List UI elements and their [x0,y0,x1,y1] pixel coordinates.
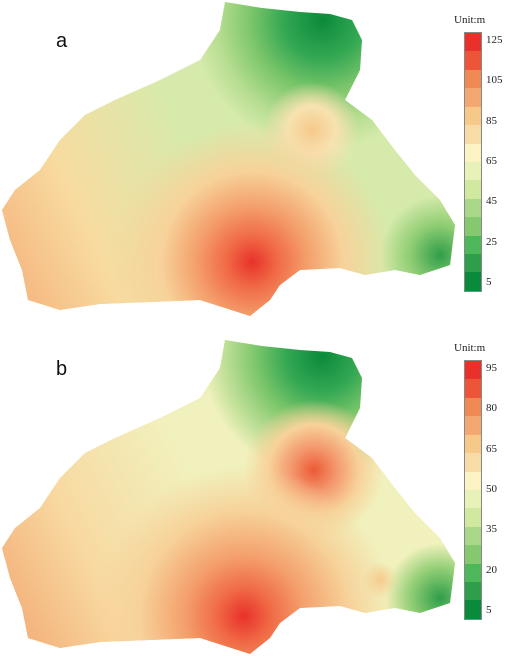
legend-swatch [465,489,481,509]
legend-swatch [465,563,481,583]
legend-tick: 5 [486,604,492,616]
legend-color-bar [464,32,482,292]
legend-ticks: 125 105 85 65 45 25 5 [486,32,505,290]
legend-tick: 105 [486,74,503,87]
legend-swatch [465,272,481,291]
legend-unit: Unit:m [454,342,486,354]
legend-swatch [465,106,481,126]
legend-swatch [465,600,481,619]
contour-map-a [2,2,455,316]
legend-tick: 50 [486,483,497,495]
legend-swatch [465,471,481,490]
legend-a: Unit:m 125 105 85 65 45 25 5 [448,0,505,328]
legend-tick: 25 [486,235,497,248]
legend-ticks: 95 80 65 50 35 20 5 [486,360,505,618]
legend-swatch [465,143,481,162]
legend-swatch [465,361,481,380]
legend-tick: 65 [486,442,497,455]
legend-swatch [465,379,481,398]
legend-swatch [465,161,481,181]
panel-label: b [56,358,68,380]
legend-b: Unit:m 95 80 65 50 35 20 5 [448,328,505,656]
legend-swatch [465,582,481,601]
legend-swatch [465,254,481,273]
legend-swatch [465,397,481,417]
legend-swatch [465,180,481,199]
contour-map-b [2,340,455,654]
legend-tick: 80 [486,402,497,415]
legend-tick: 125 [486,34,503,46]
legend-tick: 20 [486,563,497,576]
legend-tick: 5 [486,276,492,288]
legend-unit: Unit:m [454,14,486,26]
legend-swatch [465,51,481,70]
legend-swatch [465,88,481,107]
legend-swatch [465,508,481,527]
legend-color-bar [464,360,482,620]
legend-swatch [465,217,481,236]
legend-swatch [465,125,481,144]
legend-tick: 45 [486,195,497,208]
legend-tick: 85 [486,114,497,127]
legend-swatch [465,453,481,472]
legend-tick: 65 [486,155,497,167]
legend-swatch [465,434,481,454]
legend-swatch [465,235,481,255]
legend-swatch [465,526,481,546]
panel-label: a [56,30,68,52]
legend-swatch [465,33,481,52]
legend-swatch [465,69,481,89]
legend-tick: 95 [486,362,497,374]
legend-tick: 35 [486,523,497,536]
legend-swatch [465,416,481,435]
legend-swatch [465,545,481,564]
map-panel-a: a Unit:m 125 105 85 65 45 25 5 [2,0,505,328]
legend-swatch [465,198,481,218]
map-panel-b: b Unit:m 95 80 65 50 35 20 5 [0,328,505,656]
